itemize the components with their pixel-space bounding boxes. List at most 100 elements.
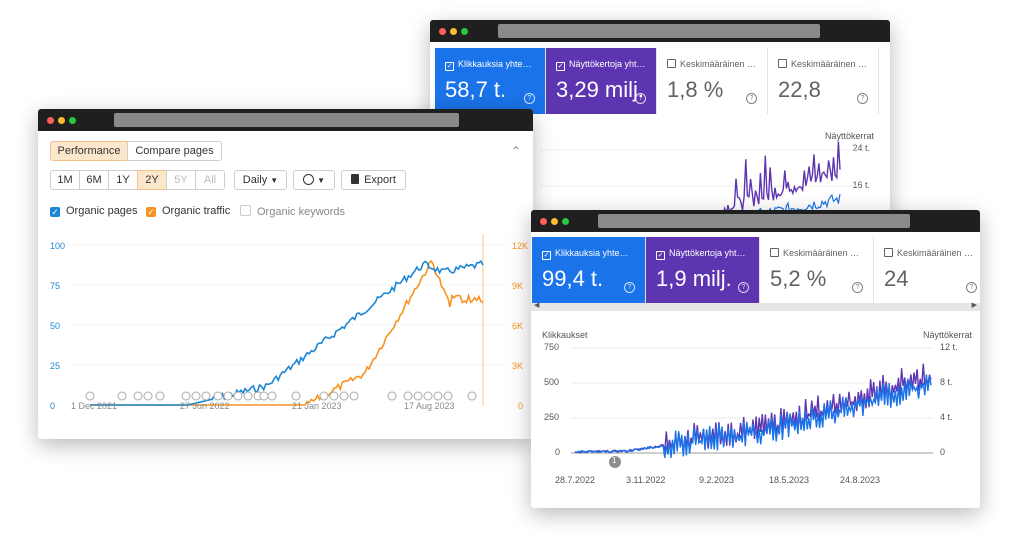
metric-card-ctr[interactable]: Keskimääräinen … 5,2 % ?: [760, 237, 874, 303]
annotation-marker[interactable]: [339, 391, 349, 401]
x-axis-tick: 18.5.2023: [769, 475, 810, 485]
metric-card-label: ✓ Näyttökertoja yht…: [556, 59, 646, 71]
annotation-marker[interactable]: [143, 391, 153, 401]
export-button[interactable]: Export: [341, 170, 406, 190]
annotation-marker[interactable]: [191, 391, 201, 401]
x-axis-tick: 3.11.2022: [626, 475, 666, 485]
annotation-marker[interactable]: [329, 391, 339, 401]
horizontal-scrollbar[interactable]: ◀ ▶: [531, 302, 980, 311]
maximize-window-icon[interactable]: [461, 28, 468, 35]
address-bar[interactable]: [114, 113, 459, 127]
interval-select[interactable]: Daily ▼: [234, 170, 287, 190]
tab-compare-pages[interactable]: Compare pages: [127, 141, 222, 161]
annotation-marker[interactable]: [403, 391, 413, 401]
range-6m[interactable]: 6M: [79, 170, 109, 190]
metric-card-value: 58,7 t.: [445, 77, 507, 102]
checkbox-unchecked-icon[interactable]: [667, 59, 676, 68]
annotation-marker[interactable]: [233, 391, 243, 401]
annotation-marker[interactable]: [223, 391, 233, 401]
maximize-window-icon[interactable]: [69, 117, 76, 124]
right-axis-tick: 6K: [512, 321, 524, 331]
address-bar[interactable]: [598, 214, 910, 228]
annotation-marker[interactable]: [443, 391, 453, 401]
annotation-marker[interactable]: [85, 391, 95, 401]
tab-performance[interactable]: Performance: [50, 141, 128, 161]
metric-card-clicks[interactable]: ✓ Klikkauksia yhte… 58,7 t. ?: [435, 48, 546, 114]
annotation-marker[interactable]: [201, 391, 211, 401]
left-axis-tick: 100: [50, 241, 66, 251]
collapse-chevron-icon[interactable]: ⌃: [510, 144, 521, 158]
right-axis-title: Näyttökerrat: [824, 131, 874, 141]
performance-chart: [571, 347, 933, 468]
close-window-icon[interactable]: [540, 218, 547, 225]
help-icon[interactable]: ?: [738, 282, 749, 293]
annotation-marker[interactable]: [155, 391, 165, 401]
scroll-left-icon[interactable]: ◀: [534, 302, 540, 309]
metric-card-impressions[interactable]: ✓ Näyttökertoja yht… 3,29 milj. ?: [546, 48, 657, 114]
checkbox-unchecked-icon[interactable]: [778, 59, 787, 68]
annotation-marker[interactable]: [243, 391, 253, 401]
annotation-marker[interactable]: [213, 391, 223, 401]
annotation-marker[interactable]: [267, 391, 277, 401]
checkbox-checked-icon[interactable]: ✓: [556, 62, 565, 71]
minimize-window-icon[interactable]: [58, 117, 65, 124]
annotation-marker[interactable]: [387, 391, 397, 401]
metric-card-position[interactable]: Keskimääräinen … 22,8 ?: [768, 48, 879, 114]
checkbox-unchecked-icon[interactable]: [770, 248, 779, 257]
scroll-right-icon[interactable]: ▶: [971, 302, 977, 309]
legend-organic-keywords[interactable]: Organic keywords: [240, 205, 345, 218]
checkbox-checked-icon[interactable]: ✓: [656, 251, 665, 260]
checkbox-checked-icon: ✓: [146, 207, 156, 217]
annotation-marker[interactable]: [181, 391, 191, 401]
legend-organic-pages[interactable]: ✓ Organic pages: [50, 205, 138, 217]
range-5y[interactable]: 5Y: [166, 170, 196, 190]
range-1m[interactable]: 1M: [50, 170, 80, 190]
annotation-marker[interactable]: [291, 391, 301, 401]
metric-card-position[interactable]: Keskimääräinen … 24 ?: [874, 237, 980, 303]
annotation-marker[interactable]: [349, 391, 359, 401]
close-window-icon[interactable]: [47, 117, 54, 124]
help-icon[interactable]: ?: [524, 93, 535, 104]
annotation-marker[interactable]: [413, 391, 423, 401]
annotation-marker[interactable]: [133, 391, 143, 401]
range-1y[interactable]: 1Y: [108, 170, 138, 190]
organic-pages-line: [90, 259, 484, 406]
annotation-marker[interactable]: [259, 391, 269, 401]
address-bar[interactable]: [498, 24, 820, 38]
help-icon[interactable]: ?: [624, 282, 635, 293]
annotation-marker-label: 1: [612, 456, 617, 465]
maximize-window-icon[interactable]: [562, 218, 569, 225]
x-axis-tick: 1 Dec 2021: [71, 401, 118, 411]
checkbox-checked-icon[interactable]: ✓: [445, 62, 454, 71]
help-icon[interactable]: ?: [857, 93, 868, 104]
interval-value: Daily: [242, 174, 268, 186]
minimize-window-icon[interactable]: [551, 218, 558, 225]
left-axis-title: Klikkaukset: [542, 330, 588, 340]
annotations-button[interactable]: ▼: [293, 170, 335, 190]
metric-card-ctr[interactable]: Keskimääräinen … 1,8 % ?: [657, 48, 768, 114]
minimize-window-icon[interactable]: [450, 28, 457, 35]
metric-card-clicks[interactable]: ✓ Klikkauksia yhte… 99,4 t. ?: [532, 237, 646, 303]
range-all[interactable]: All: [195, 170, 225, 190]
range-2y[interactable]: 2Y: [137, 170, 167, 190]
metric-card-value: 3,29 milj.: [556, 77, 645, 102]
checkbox-unchecked-icon[interactable]: [884, 248, 893, 257]
annotation-marker[interactable]: [319, 391, 329, 401]
help-icon[interactable]: ?: [635, 93, 646, 104]
checkbox-checked-icon[interactable]: ✓: [542, 251, 551, 260]
metric-card-label: Keskimääräinen …: [884, 248, 980, 258]
annotation-marker[interactable]: [467, 391, 477, 401]
close-window-icon[interactable]: [439, 28, 446, 35]
help-icon[interactable]: ?: [852, 282, 863, 293]
metric-card-impressions[interactable]: ✓ Näyttökertoja yht… 1,9 milj. ?: [646, 237, 760, 303]
annotation-marker[interactable]: [433, 391, 443, 401]
annotation-marker[interactable]: [423, 391, 433, 401]
left-axis-tick: 0: [50, 401, 56, 411]
annotation-marker[interactable]: [609, 456, 621, 468]
caret-down-icon: ▼: [317, 176, 325, 185]
help-icon[interactable]: ?: [966, 282, 977, 293]
legend-organic-traffic[interactable]: ✓ Organic traffic: [146, 205, 231, 217]
help-icon[interactable]: ?: [746, 93, 757, 104]
left-axis-tick: 500: [544, 377, 560, 387]
annotation-marker[interactable]: [117, 391, 127, 401]
